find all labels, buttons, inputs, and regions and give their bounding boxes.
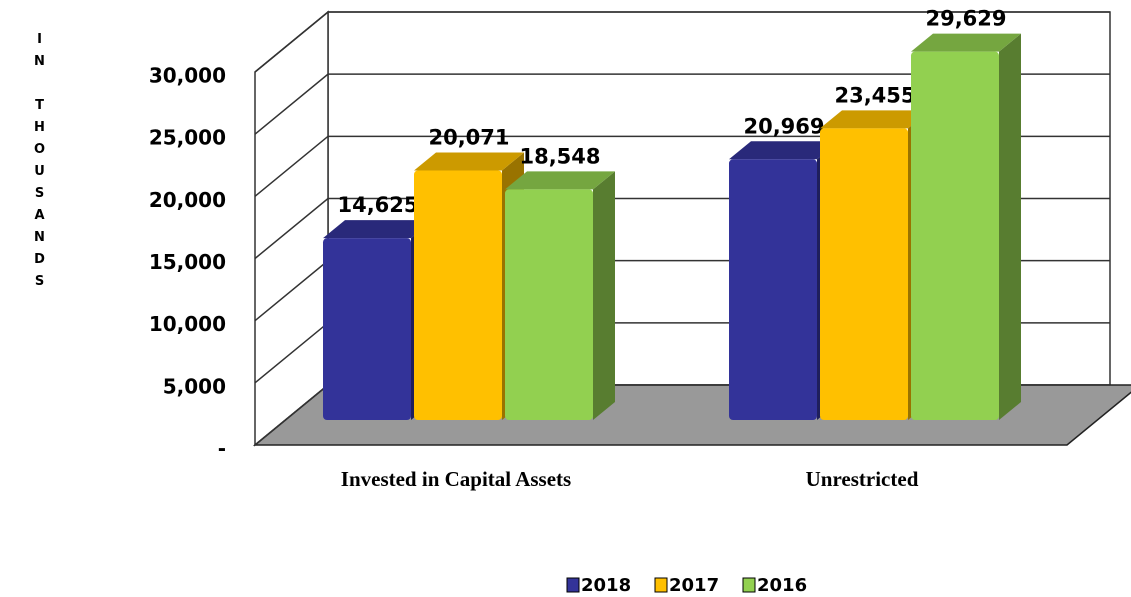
grid-line [254,11,1110,73]
y-tick-label: 25,000 [149,126,226,150]
bar [820,128,908,420]
bar-top [505,171,615,190]
bar [414,170,502,420]
y-tick-label: 15,000 [149,250,226,274]
grid-line [254,73,1110,135]
value-label: 14,625 [337,193,418,217]
legend-label: 2016 [757,575,807,596]
y-tick-label: 30,000 [149,64,226,88]
legend-label: 2018 [581,575,631,596]
bar [729,159,817,420]
bar-top [414,152,524,171]
legend-swatch [742,577,756,593]
bar [911,51,999,421]
bar-top [911,33,1021,52]
bar [323,238,411,420]
y-tick-label: 5,000 [163,374,226,398]
bar-top [729,141,839,160]
value-label: 18,548 [519,144,600,168]
value-label: 29,629 [925,7,1006,31]
y-axis-label: IN THOUSANDS [32,32,47,296]
x-tick-label: Invested in Capital Assets [341,467,571,491]
y-tick-label: 10,000 [149,312,226,336]
bar [505,189,593,420]
legend-label: 2017 [669,575,719,596]
value-label: 20,071 [428,125,509,149]
bar-top [820,110,930,129]
bar-top [323,220,433,239]
legend-swatch [566,577,580,593]
y-tick-label: 20,000 [149,188,226,212]
value-label: 23,455 [834,83,915,107]
bar-side [999,33,1021,421]
y-tick-label: - [218,437,226,461]
legend-swatch [654,577,668,593]
x-tick-label: Unrestricted [806,467,919,491]
value-label: 20,969 [743,114,824,138]
bar-side [593,171,615,420]
